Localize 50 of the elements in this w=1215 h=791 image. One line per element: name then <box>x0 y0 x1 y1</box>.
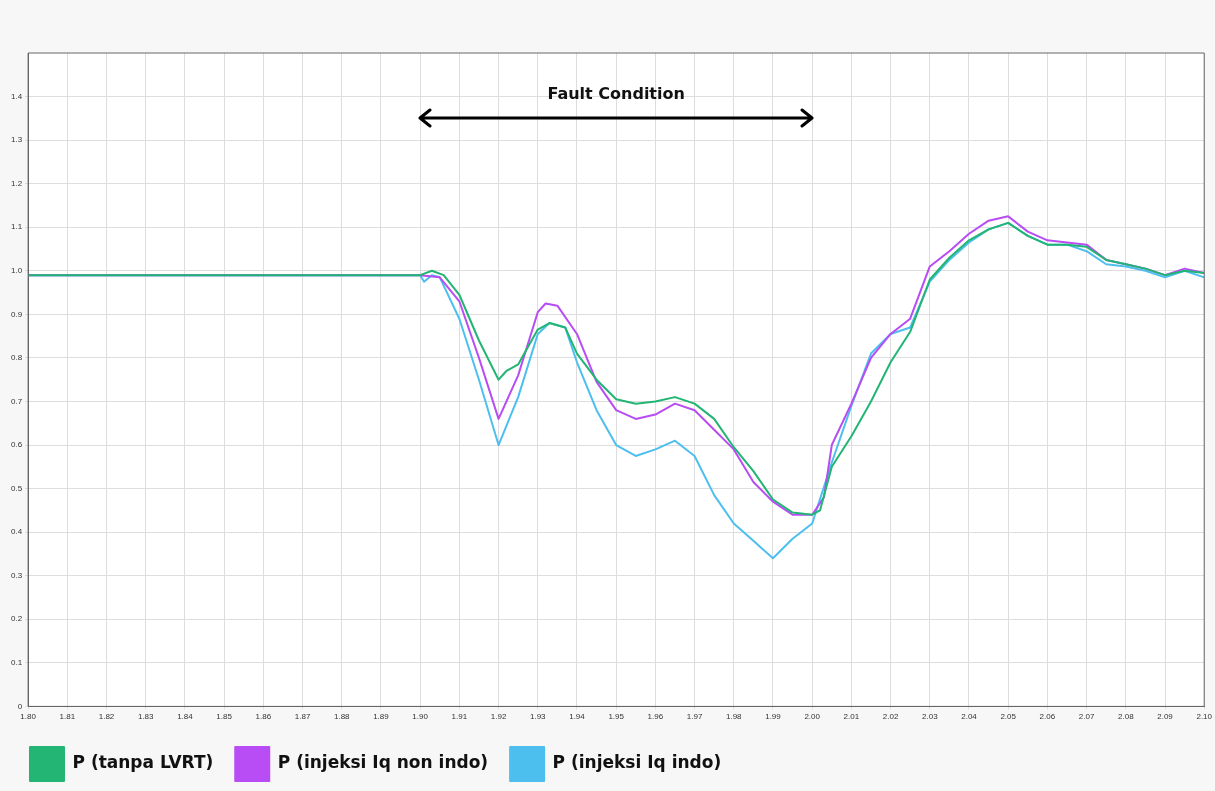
x-tick-label: 1.91 <box>451 712 468 722</box>
y-tick-label: 0.6 <box>11 440 23 450</box>
y-tick-label: 0.1 <box>11 658 23 668</box>
legend-label: P (injeksi Iq non indo) <box>277 752 489 773</box>
y-tick-label: 0.3 <box>11 570 23 580</box>
annotation: Fault Condition <box>547 84 685 104</box>
x-tick-label: 2.04 <box>961 712 978 722</box>
x-tick-label: 2.01 <box>843 712 860 722</box>
x-tick-label: 2.02 <box>882 712 899 722</box>
legend-label: P (injeksi Iq indo) <box>552 752 722 773</box>
y-tick-label: 1.3 <box>11 135 23 145</box>
y-tick-label: 1.1 <box>11 222 23 232</box>
x-tick-label: 1.80 <box>20 712 37 722</box>
x-tick-label: 2.08 <box>1118 712 1135 722</box>
x-tick-label: 1.86 <box>255 712 272 722</box>
x-tick-label: 1.90 <box>412 712 429 722</box>
x-tick-label: 1.82 <box>98 712 115 722</box>
x-tick-label: 1.95 <box>608 712 625 722</box>
y-tick-label: 0.4 <box>11 527 23 537</box>
x-tick-label: 1.96 <box>647 712 664 722</box>
x-tick-label: 1.84 <box>177 712 194 722</box>
x-tick-label: 1.87 <box>294 712 311 722</box>
x-tick-label: 2.10 <box>1196 712 1213 722</box>
x-tick-label: 2.00 <box>804 712 821 722</box>
x-tick-label: 1.97 <box>686 712 703 722</box>
x-tick-label: 1.85 <box>216 712 233 722</box>
y-tick-label: 0.2 <box>11 614 23 624</box>
x-tick-label: 2.09 <box>1157 712 1174 722</box>
x-tick-label: 1.88 <box>333 712 351 722</box>
y-tick-label: 0.7 <box>11 396 23 406</box>
legend-label: P (tanpa LVRT) <box>72 752 214 773</box>
x-tick-label: 1.89 <box>373 712 390 722</box>
x-tick-label: 1.92 <box>490 712 507 722</box>
y-tick-label: 1.0 <box>11 266 23 275</box>
y-tick-label: 0.5 <box>11 483 23 493</box>
x-tick-label: 1.83 <box>137 712 155 722</box>
y-tick-label: 1.4 <box>11 91 23 101</box>
x-tick-label: 2.07 <box>1078 712 1095 722</box>
x-tick-label: 2.05 <box>1000 712 1017 722</box>
y-tick-label: 0.9 <box>11 309 23 319</box>
x-tick-label: 1.98 <box>725 712 743 722</box>
x-tick-label: 2.03 <box>922 712 939 722</box>
y-tick-label: 0.8 <box>11 353 23 363</box>
y-tick-label: 0 <box>17 701 23 711</box>
x-tick-label: 1.81 <box>59 712 76 722</box>
x-tick-label: 1.99 <box>765 712 782 722</box>
x-tick-label: 2.06 <box>1039 712 1056 722</box>
x-tick-label: 1.94 <box>569 712 586 722</box>
x-tick-label: 1.93 <box>529 712 547 722</box>
y-tick-label: 1.2 <box>11 178 23 188</box>
